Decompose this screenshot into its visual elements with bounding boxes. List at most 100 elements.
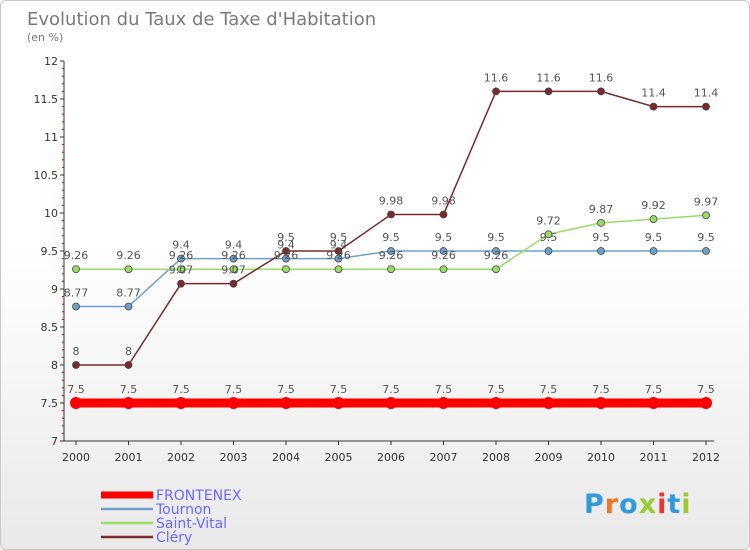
data-label: 9.4 — [225, 239, 243, 252]
data-point — [282, 247, 290, 255]
logo-letter: r — [604, 489, 620, 520]
y-tick-label: 9.5 — [41, 245, 59, 258]
data-label: 9.4 — [330, 239, 348, 252]
y-tick-label: 10.5 — [34, 169, 59, 182]
data-point — [597, 218, 605, 227]
data-point — [492, 87, 500, 96]
data-point — [597, 247, 605, 255]
data-label: 9.5 — [645, 231, 663, 244]
data-label: 11.6 — [484, 71, 509, 84]
data-point — [647, 397, 660, 409]
data-point — [177, 265, 185, 274]
data-point — [542, 397, 555, 409]
data-label: 9.5 — [435, 231, 453, 244]
data-label: 7.5 — [67, 383, 85, 396]
data-point — [439, 265, 448, 274]
data-point — [229, 279, 238, 288]
data-point — [332, 397, 345, 409]
data-label: 11.4 — [641, 87, 666, 100]
chart-subtitle: (en %) — [27, 31, 63, 44]
data-point — [72, 265, 80, 274]
data-label: 9.5 — [540, 231, 558, 244]
data-label: 8.77 — [116, 286, 141, 299]
data-point — [544, 230, 553, 239]
x-tick-label: 2000 — [62, 451, 90, 464]
legend-label: FRONTENEX — [156, 488, 242, 504]
data-point — [387, 247, 395, 255]
data-point — [124, 361, 133, 369]
data-point — [280, 397, 292, 409]
y-tick-label: 7.5 — [41, 397, 59, 410]
data-point — [649, 102, 658, 111]
data-label: 9.5 — [487, 231, 505, 244]
data-label: 8 — [125, 345, 132, 358]
data-point — [702, 102, 710, 111]
data-label: 11.6 — [589, 71, 614, 84]
data-point — [72, 361, 80, 369]
data-point — [437, 397, 450, 409]
data-point — [282, 265, 290, 274]
data-label: 7.5 — [172, 383, 190, 396]
legend-label: Tournon — [155, 502, 211, 518]
data-label: 7.5 — [120, 383, 138, 396]
x-tick-label: 2007 — [430, 451, 458, 464]
data-label: 9.07 — [221, 264, 246, 277]
y-tick-label: 8.5 — [41, 321, 59, 334]
data-label: 9.5 — [697, 231, 715, 244]
data-label: 9.5 — [330, 231, 348, 244]
data-label: 9.92 — [641, 199, 666, 212]
data-label: 9.07 — [169, 264, 194, 277]
data-point — [177, 254, 185, 263]
x-tick-label: 2004 — [272, 451, 300, 464]
data-label: 9.5 — [592, 231, 610, 244]
data-point — [700, 397, 712, 409]
data-label: 9.26 — [484, 249, 509, 262]
x-tick-label: 2009 — [535, 451, 563, 464]
data-label: 9.98 — [431, 195, 456, 208]
data-point — [595, 397, 607, 409]
data-point — [334, 247, 343, 255]
data-label: 7.5 — [382, 383, 400, 396]
y-tick-label: 9 — [51, 283, 58, 296]
data-point — [387, 210, 395, 219]
data-point — [229, 265, 238, 274]
logo-letter: P — [584, 489, 605, 520]
x-tick-label: 2006 — [377, 451, 405, 464]
y-tick-label: 7 — [51, 435, 58, 448]
y-tick-label: 11.5 — [34, 93, 59, 106]
data-point — [175, 397, 187, 409]
data-label: 9.5 — [277, 231, 295, 244]
x-tick-label: 2001 — [115, 451, 143, 464]
data-point — [229, 254, 238, 263]
data-point — [385, 397, 397, 409]
data-label: 11.6 — [536, 71, 561, 84]
data-point — [439, 247, 448, 255]
data-point — [492, 247, 500, 255]
data-label: 7.5 — [540, 383, 558, 396]
y-tick-label: 8 — [51, 359, 58, 372]
data-point — [72, 302, 80, 311]
data-label: 9.4 — [277, 239, 295, 252]
data-label: 7.5 — [435, 383, 453, 396]
data-label: 7.5 — [592, 383, 610, 396]
data-point — [282, 254, 290, 263]
data-label: 7.5 — [697, 383, 715, 396]
data-label: 9.87 — [589, 203, 614, 216]
data-point — [177, 279, 185, 288]
data-label: 11.4 — [694, 87, 719, 100]
data-label: 9.26 — [326, 249, 351, 262]
data-labels: 7.5 7.5 7.5 7.5 7.5 7.5 7.5 7.5 7.5 7.5 7.5 7.5 7.5 8… — [64, 71, 719, 396]
data-point — [544, 247, 553, 255]
data-point — [439, 210, 448, 219]
data-point — [492, 265, 500, 274]
series-points — [70, 87, 712, 409]
data-point — [490, 397, 502, 409]
data-label: 9.98 — [379, 195, 404, 208]
data-point — [124, 265, 133, 274]
data-point — [649, 247, 658, 255]
data-label: 9.26 — [274, 249, 299, 262]
data-label: 8.77 — [64, 286, 89, 299]
data-label: 9.26 — [431, 249, 456, 262]
